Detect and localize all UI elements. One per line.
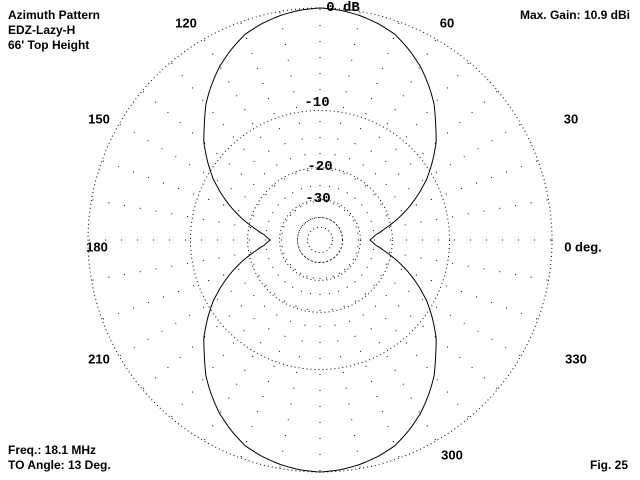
grid-spoke xyxy=(240,21,313,220)
grid-spoke xyxy=(338,250,522,357)
polar-grid xyxy=(87,7,553,473)
grid-spoke xyxy=(327,260,400,459)
grid-spoke xyxy=(91,243,299,281)
ring-label-minus20: -20 xyxy=(307,159,333,175)
grid-spoke xyxy=(336,253,499,390)
antenna-height: 66' Top Height xyxy=(8,38,90,52)
pattern-curve-group xyxy=(203,7,437,473)
grid-spoke xyxy=(323,11,361,219)
grid-spoke xyxy=(141,90,304,227)
max-gain: Max. Gain: 10.9 dBi xyxy=(519,8,630,22)
grid-ring xyxy=(306,226,334,254)
grid-spoke xyxy=(101,160,300,233)
angle-label-330: 330 xyxy=(565,351,587,367)
chart-title: Azimuth Pattern xyxy=(8,8,101,22)
ring-label-minus10: -10 xyxy=(304,95,330,111)
angle-label-60: 60 xyxy=(439,15,455,31)
grid-spoke xyxy=(338,123,522,230)
angle-label-210: 210 xyxy=(88,351,110,367)
figure-number: Fig. 25 xyxy=(589,458,628,472)
grid-ring xyxy=(279,199,361,281)
grid-spoke xyxy=(141,253,304,390)
angle-label-0: 0 deg. xyxy=(564,239,602,255)
angle-label-180: 180 xyxy=(86,239,108,255)
grid-ring xyxy=(247,167,393,313)
grid-ring xyxy=(87,7,553,473)
frequency: Freq.: 18.1 MHz xyxy=(8,443,97,457)
ring-label-minus30: -30 xyxy=(305,191,331,207)
angle-label-150: 150 xyxy=(88,111,110,127)
grid-ring xyxy=(189,109,451,371)
grid-spoke xyxy=(333,61,470,224)
grid-spoke xyxy=(170,256,307,419)
grid-spoke xyxy=(118,250,302,357)
grid-spoke xyxy=(333,256,470,419)
pattern-curve xyxy=(203,7,437,473)
grid-spoke xyxy=(336,90,499,227)
grid-spoke xyxy=(170,61,307,224)
angle-label-30: 30 xyxy=(563,111,579,127)
grid-spoke xyxy=(341,243,549,281)
angle-label-120: 120 xyxy=(175,15,197,31)
grid-spoke xyxy=(327,21,400,220)
grid-spoke xyxy=(101,247,300,320)
grid-spoke xyxy=(118,123,302,230)
grid-ring xyxy=(296,216,344,264)
grid-spoke xyxy=(341,199,549,237)
grid-spoke xyxy=(279,11,317,219)
angle-label-300: 300 xyxy=(441,447,463,463)
grid-spoke xyxy=(279,261,317,469)
takeoff-angle: TO Angle: 13 Deg. xyxy=(8,458,111,472)
grid-spoke xyxy=(340,160,539,233)
antenna-name: EDZ-Lazy-H xyxy=(8,23,76,37)
chart-info-block: Azimuth Pattern EDZ-Lazy-H 66' Top Heigh… xyxy=(8,8,100,53)
grid-spoke xyxy=(240,260,313,459)
footer-info-block: Freq.: 18.1 MHz TO Angle: 13 Deg. xyxy=(8,443,111,473)
ring-label-0db: 0 dB xyxy=(326,0,360,16)
grid-spoke xyxy=(91,199,299,237)
grid-spoke xyxy=(340,247,539,320)
